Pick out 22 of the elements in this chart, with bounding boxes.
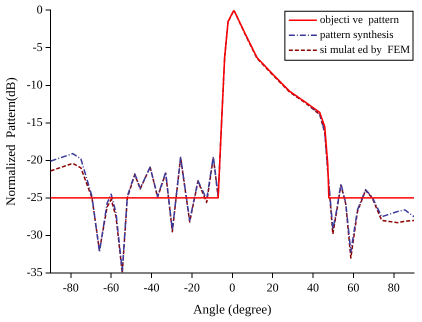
legend-label: si mulat ed by FEM bbox=[320, 44, 410, 56]
y-tick-label: -25 bbox=[26, 190, 43, 204]
x-tick-label: 40 bbox=[307, 280, 320, 294]
y-tick-label: -15 bbox=[26, 114, 43, 129]
x-tick-label: -80 bbox=[62, 280, 79, 294]
legend-label: pattern synthesis bbox=[320, 29, 394, 42]
y-axis-title: Normalized Pattern(dB) bbox=[3, 77, 18, 206]
x-tick-label: 20 bbox=[266, 280, 279, 294]
x-tick-label: -40 bbox=[144, 280, 160, 294]
y-tick-label: -35 bbox=[26, 265, 43, 280]
x-tick-label: -60 bbox=[103, 280, 120, 294]
x-axis-title: Angle (degree) bbox=[193, 302, 272, 317]
x-tick-label: 0 bbox=[229, 280, 236, 294]
y-tick-label: -10 bbox=[26, 77, 43, 92]
x-tick-label: 80 bbox=[388, 280, 400, 294]
legend-label: objecti ve pattern bbox=[320, 14, 400, 26]
x-tick-label: -20 bbox=[184, 280, 200, 294]
y-tick-label: -20 bbox=[26, 152, 43, 167]
y-tick-label: -5 bbox=[32, 40, 43, 54]
y-tick-label: 0 bbox=[36, 2, 43, 16]
x-tick-label: 60 bbox=[347, 280, 360, 294]
y-tick-label: -30 bbox=[26, 228, 43, 242]
